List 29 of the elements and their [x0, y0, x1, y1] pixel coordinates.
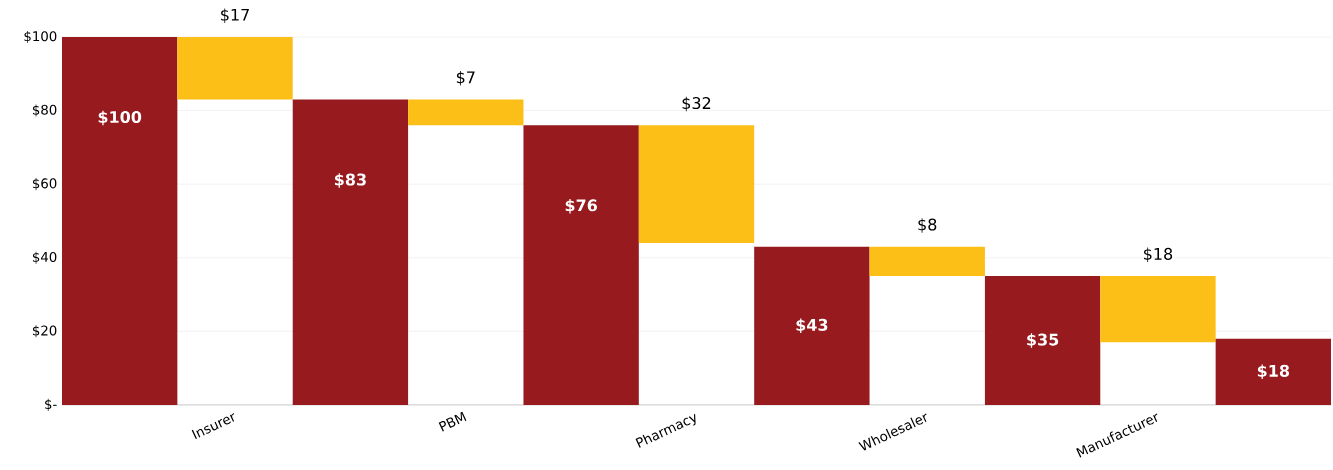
- bar: [638, 125, 755, 244]
- data-label: $76: [565, 199, 597, 214]
- bar: [408, 99, 524, 126]
- x-tick-label: PBM: [438, 411, 467, 432]
- data-label: $18: [1257, 364, 1290, 380]
- bar: [177, 37, 293, 100]
- data-label: $32: [682, 96, 711, 112]
- bar: [61, 37, 178, 405]
- bar: [754, 246, 870, 405]
- bar: [1215, 338, 1332, 405]
- data-label: $43: [796, 318, 828, 334]
- data-label: $83: [334, 173, 366, 188]
- y-tick-label: $100: [24, 30, 57, 44]
- bar: [292, 99, 409, 405]
- data-label: $8: [918, 218, 937, 233]
- y-tick-label: $80: [32, 104, 57, 117]
- data-label: $7: [456, 71, 475, 86]
- bar: [984, 276, 1101, 405]
- data-label: $35: [1027, 333, 1059, 348]
- y-tick-label: $20: [32, 325, 57, 338]
- data-label: $100: [98, 110, 142, 126]
- y-tick-label: $60: [32, 178, 57, 191]
- data-label: $17: [221, 8, 249, 23]
- bar: [523, 125, 639, 405]
- bar: [869, 246, 985, 277]
- y-tick-label: $40: [32, 251, 57, 264]
- y-tick-label: $-: [45, 398, 57, 411]
- data-label: $18: [1144, 247, 1173, 263]
- bar: [1100, 276, 1216, 343]
